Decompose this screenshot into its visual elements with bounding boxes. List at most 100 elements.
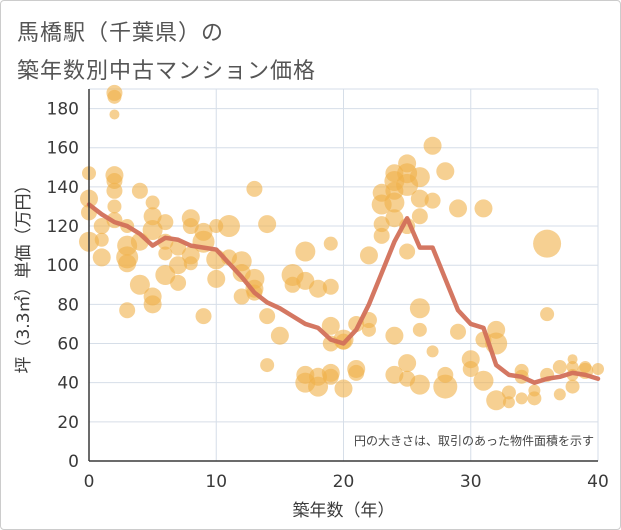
bubble-size-note: 円の大きさは、取引のあった物件面積を示す xyxy=(354,433,594,448)
bubble-point xyxy=(295,241,316,262)
bubble-point xyxy=(143,207,162,226)
bubble-point xyxy=(157,214,174,231)
bubble-point xyxy=(334,379,353,398)
bubble-point xyxy=(462,360,479,377)
bubble-point xyxy=(194,222,213,241)
chart-title-line1: 馬橋駅（千葉県）の xyxy=(17,21,225,46)
bubble-point xyxy=(270,326,289,345)
bubble-point xyxy=(474,199,493,218)
bubble-point xyxy=(181,209,200,228)
trend-line-layer xyxy=(86,202,601,385)
bubble-point xyxy=(348,364,365,381)
bubble-point xyxy=(181,246,200,265)
bubble-point xyxy=(424,192,441,209)
bubble-point xyxy=(409,298,430,319)
y-tick-label: 120 xyxy=(47,217,79,237)
bubble-point xyxy=(553,388,566,401)
bubble-point xyxy=(260,358,275,373)
bubble-point xyxy=(384,192,405,213)
bubble-point xyxy=(155,265,176,285)
bubble-point xyxy=(359,246,378,265)
bubble-point xyxy=(410,189,429,208)
bubble-point xyxy=(515,392,528,405)
x-tick-label: 40 xyxy=(587,472,609,492)
bubble-point xyxy=(533,229,562,258)
bubble-point xyxy=(145,195,160,210)
bubble-point xyxy=(398,354,417,373)
bubble-point xyxy=(449,199,468,218)
y-tick-label: 20 xyxy=(57,413,79,433)
bubble-point xyxy=(399,243,416,260)
bubble-point xyxy=(118,254,137,273)
bubble-point xyxy=(207,269,226,288)
bubble-point xyxy=(565,379,580,394)
x-tick-label: 0 xyxy=(84,472,95,492)
bubble-point xyxy=(502,396,515,409)
bubble-point xyxy=(361,322,376,337)
tick-labels: 0 10 20 30 40 0 20 40 60 80 100 120 140 160 180 xyxy=(47,100,609,492)
bubble-point xyxy=(106,182,123,199)
bubble-point xyxy=(592,362,604,375)
y-tick-label: 60 xyxy=(57,335,79,355)
bubble-point xyxy=(258,215,277,234)
bubble-point xyxy=(322,368,339,385)
bubble-point xyxy=(142,219,163,240)
bubble-point xyxy=(129,274,150,295)
bubble-point xyxy=(119,302,136,319)
bubble-point xyxy=(412,322,427,337)
bubble-point xyxy=(170,274,187,291)
x-axis-label: 築年数（年） xyxy=(293,501,395,521)
bubble-point xyxy=(92,248,111,267)
bubble-layer xyxy=(79,84,604,411)
bubble-point xyxy=(567,354,578,365)
bubble-point xyxy=(552,360,567,375)
bubble-point xyxy=(233,288,250,305)
y-tick-label: 80 xyxy=(57,295,79,315)
y-tick-label: 100 xyxy=(47,256,79,276)
bubble-point xyxy=(259,308,276,325)
bubble-point xyxy=(322,278,339,295)
bubble-point xyxy=(409,374,430,395)
bubble-point xyxy=(501,385,516,400)
bubble-point xyxy=(309,279,328,298)
chart-title-line2: 築年数別中古マンション価格 xyxy=(17,59,317,84)
bubble-point xyxy=(450,323,467,340)
bubble-point xyxy=(473,370,494,391)
bubble-point xyxy=(411,208,428,225)
bubble-point xyxy=(323,236,338,251)
bubble-point xyxy=(385,326,404,345)
bubble-point xyxy=(566,361,579,374)
axes xyxy=(88,89,598,462)
bubble-point xyxy=(385,365,404,384)
bubble-point xyxy=(107,199,122,214)
bubble-point xyxy=(93,218,110,235)
bubble-point xyxy=(109,109,120,120)
y-axis-label: 坪（3.3㎡）単価（万円） xyxy=(14,176,34,373)
bubble-point xyxy=(426,345,439,358)
y-tick-label: 180 xyxy=(47,100,79,120)
bubble-point xyxy=(217,215,240,238)
bubble-point xyxy=(321,316,340,335)
bubble-point xyxy=(246,180,263,197)
y-tick-label: 140 xyxy=(47,178,79,198)
y-tick-label: 40 xyxy=(57,374,79,394)
bubble-point xyxy=(540,307,555,322)
bubble-point xyxy=(527,391,542,406)
bubble-point xyxy=(158,246,173,261)
bubble-point xyxy=(333,329,354,350)
x-tick-label: 10 xyxy=(205,472,227,492)
x-tick-label: 20 xyxy=(333,472,355,492)
y-tick-label: 160 xyxy=(47,139,79,159)
bubble-point xyxy=(423,136,442,155)
x-tick-label: 30 xyxy=(460,472,482,492)
bubble-point xyxy=(94,232,109,247)
bubble-point xyxy=(131,182,148,199)
bubble-point xyxy=(143,295,162,314)
bubble-point xyxy=(195,308,212,325)
bubble-point xyxy=(436,162,455,181)
bubble-point xyxy=(373,227,390,244)
bubble-point xyxy=(433,374,458,399)
y-tick-label: 0 xyxy=(68,452,79,472)
